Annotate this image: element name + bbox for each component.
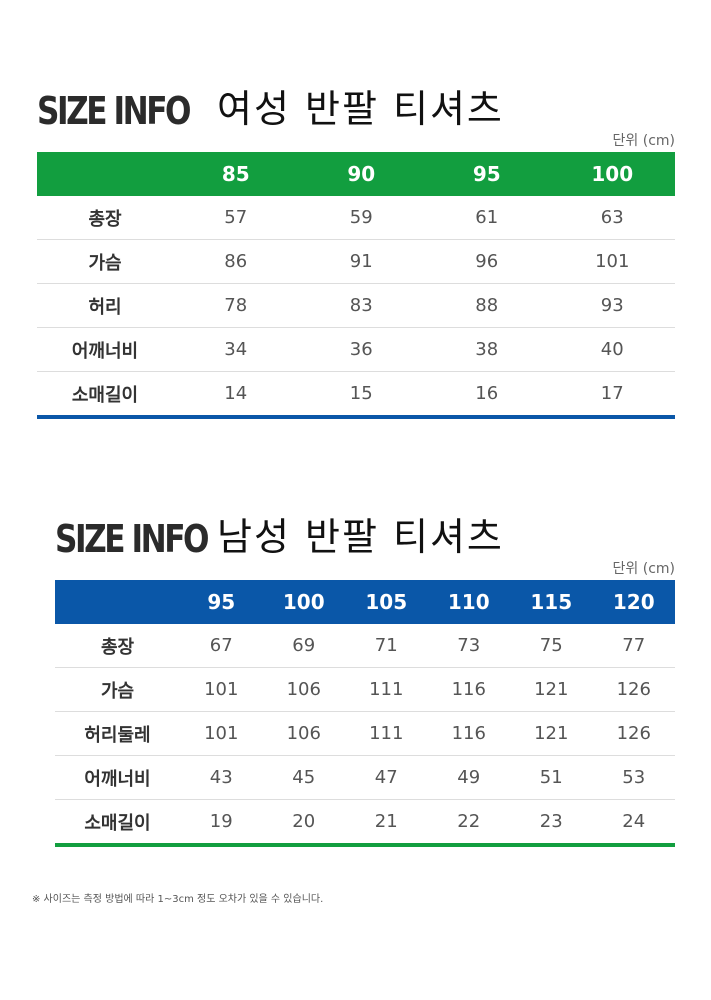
men-size-header: 95 <box>207 590 236 614</box>
cell-value: 19 <box>209 811 233 832</box>
cell-value: 21 <box>374 811 398 832</box>
cell-value: 73 <box>427 624 510 668</box>
row-label: 가슴 <box>37 239 173 284</box>
men-product-title: 남성 반팔 티셔츠 <box>217 515 504 559</box>
women-header-empty <box>37 152 173 196</box>
cell-value: 121 <box>510 667 593 712</box>
men-header-row: 95 100 105 110 115 120 <box>55 580 675 624</box>
cell-value: 126 <box>592 667 675 712</box>
cell-value: 121 <box>510 711 593 756</box>
row-label: 소매길이 <box>71 384 139 406</box>
men-title-row: SIZE INFO 남성 반팔 티셔츠 <box>55 508 675 558</box>
cell-value: 106 <box>262 711 345 756</box>
table-row: 어깨너비 43 45 47 49 51 53 <box>55 755 675 800</box>
cell-value: 24 <box>622 811 646 832</box>
table-row: 소매길이 19 20 21 22 23 24 <box>55 800 675 844</box>
men-size-header: 100 <box>282 590 325 614</box>
row-label: 어깨너비 <box>37 327 173 372</box>
men-size-header: 115 <box>530 590 573 614</box>
table-row: 총장 67 69 71 73 75 77 <box>55 624 675 668</box>
cell-value: 86 <box>173 239 299 284</box>
table-row: 가슴 101 106 111 116 121 126 <box>55 667 675 712</box>
table-row: 총장 57 59 61 63 <box>37 196 675 240</box>
men-header-empty <box>55 580 180 624</box>
men-unit-label: 단위 (cm) <box>612 561 675 577</box>
men-size-header: 120 <box>612 590 655 614</box>
women-size-header: 85 <box>221 162 250 186</box>
women-size-header: 100 <box>591 162 634 186</box>
cell-value: 15 <box>349 383 373 404</box>
cell-value: 126 <box>592 711 675 756</box>
women-header-row: 85 90 95 100 <box>37 152 675 196</box>
cell-value: 23 <box>539 811 563 832</box>
cell-value: 101 <box>180 711 263 756</box>
cell-value: 71 <box>345 624 428 668</box>
cell-value: 16 <box>475 383 499 404</box>
row-label: 소매길이 <box>84 812 151 834</box>
men-size-header: 105 <box>365 590 408 614</box>
women-product-title: 여성 반팔 티셔츠 <box>217 87 504 131</box>
cell-value: 101 <box>549 239 675 284</box>
cell-value: 67 <box>180 624 263 668</box>
cell-value: 51 <box>510 755 593 800</box>
women-bottom-bar <box>37 415 675 419</box>
cell-value: 61 <box>424 196 550 240</box>
cell-value: 88 <box>424 283 550 328</box>
cell-value: 75 <box>510 624 593 668</box>
row-label: 허리둘레 <box>55 711 180 756</box>
cell-value: 59 <box>298 196 424 240</box>
row-label: 총장 <box>55 624 180 668</box>
cell-value: 57 <box>173 196 299 240</box>
women-title-row: SIZE INFO 여성 반팔 티셔츠 <box>37 80 675 130</box>
men-size-table: 95 100 105 110 115 120 총장 67 69 71 73 75… <box>55 580 675 843</box>
cell-value: 63 <box>549 196 675 240</box>
cell-value: 69 <box>262 624 345 668</box>
table-row: 소매길이 14 15 16 17 <box>37 372 675 416</box>
row-label: 허리 <box>37 283 173 328</box>
cell-value: 111 <box>345 711 428 756</box>
cell-value: 38 <box>424 327 550 372</box>
cell-value: 101 <box>180 667 263 712</box>
women-size-table: 85 90 95 100 총장 57 59 61 63 가슴 86 91 96 … <box>37 152 675 415</box>
cell-value: 116 <box>427 711 510 756</box>
cell-value: 77 <box>592 624 675 668</box>
cell-value: 45 <box>262 755 345 800</box>
cell-value: 43 <box>180 755 263 800</box>
row-label: 가슴 <box>55 667 180 712</box>
cell-value: 111 <box>345 667 428 712</box>
men-size-section: SIZE INFO 남성 반팔 티셔츠 단위 (cm) 95 100 105 1… <box>55 508 675 847</box>
men-brand-logo: SIZE INFO <box>55 517 210 561</box>
cell-value: 22 <box>457 811 481 832</box>
cell-value: 106 <box>262 667 345 712</box>
cell-value: 49 <box>427 755 510 800</box>
row-label: 어깨너비 <box>55 755 180 800</box>
women-unit-label: 단위 (cm) <box>612 133 675 149</box>
cell-value: 34 <box>173 327 299 372</box>
men-size-header: 110 <box>447 590 490 614</box>
cell-value: 47 <box>345 755 428 800</box>
cell-value: 17 <box>600 383 624 404</box>
row-label: 총장 <box>37 196 173 240</box>
table-row: 허리둘레 101 106 111 116 121 126 <box>55 711 675 756</box>
cell-value: 78 <box>173 283 299 328</box>
cell-value: 53 <box>592 755 675 800</box>
cell-value: 96 <box>424 239 550 284</box>
cell-value: 14 <box>224 383 248 404</box>
cell-value: 93 <box>549 283 675 328</box>
men-bottom-bar <box>55 843 675 847</box>
women-brand-logo: SIZE INFO <box>37 89 192 133</box>
cell-value: 83 <box>298 283 424 328</box>
women-size-section: SIZE INFO 여성 반팔 티셔츠 단위 (cm) 85 90 95 100… <box>37 80 675 419</box>
table-row: 가슴 86 91 96 101 <box>37 239 675 284</box>
women-size-header: 90 <box>347 162 376 186</box>
footnote: ※ 사이즈는 측정 방법에 따라 1~3cm 정도 오차가 있을 수 있습니다. <box>32 894 324 905</box>
women-size-header: 95 <box>472 162 501 186</box>
cell-value: 116 <box>427 667 510 712</box>
cell-value: 91 <box>298 239 424 284</box>
cell-value: 36 <box>298 327 424 372</box>
table-row: 허리 78 83 88 93 <box>37 283 675 328</box>
cell-value: 20 <box>292 811 316 832</box>
table-row: 어깨너비 34 36 38 40 <box>37 327 675 372</box>
cell-value: 40 <box>549 327 675 372</box>
